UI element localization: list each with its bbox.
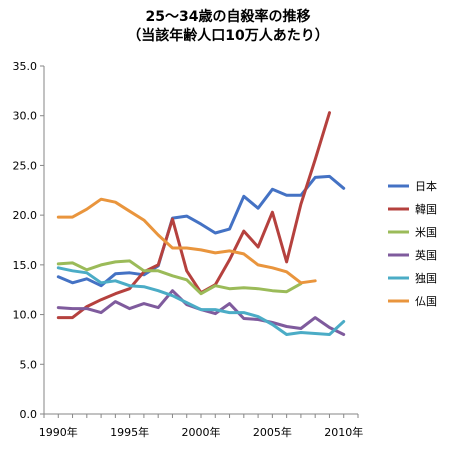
series-line-6 bbox=[56, 197, 317, 285]
x-tick-label: 2010年 bbox=[324, 425, 363, 439]
legend-label-6: 仏国 bbox=[415, 295, 437, 308]
y-tick-label: 25.0 bbox=[13, 159, 38, 172]
y-tick-label: 10.0 bbox=[13, 309, 38, 322]
series-line-1 bbox=[56, 174, 346, 288]
legend-label-4: 英国 bbox=[415, 248, 437, 262]
x-tick-label: 1995年 bbox=[110, 425, 149, 439]
y-tick-label: 35.0 bbox=[13, 60, 38, 73]
legend-label-2: 韓国 bbox=[415, 203, 437, 216]
y-tick-label: 0.0 bbox=[20, 408, 38, 421]
chart-subtitle: （当該年齢人口10万人あたり） bbox=[127, 27, 328, 44]
y-tick-label: 15.0 bbox=[13, 259, 38, 272]
y-tick-label: 30.0 bbox=[13, 110, 38, 123]
legend-label-3: 米国 bbox=[415, 226, 437, 239]
axes: 0.0 5.0 10.0 15.0 20.0 25.0 30.0 35.0 1990年 1995年… bbox=[13, 60, 364, 439]
series-line-3 bbox=[56, 259, 303, 296]
x-tick-label: 1990年 bbox=[39, 425, 78, 439]
x-tick-label: 2000年 bbox=[182, 425, 221, 439]
series-lines bbox=[56, 111, 346, 336]
series-line-5 bbox=[56, 266, 346, 336]
y-tick-label: 5.0 bbox=[20, 358, 38, 371]
chart-title: 25～34歳の自殺率の推移 bbox=[146, 8, 311, 25]
series-line-4 bbox=[56, 289, 346, 336]
y-tick-label: 20.0 bbox=[13, 209, 38, 222]
legend-label-5: 独国 bbox=[415, 272, 437, 285]
series-line-2 bbox=[56, 111, 331, 320]
x-tick-label: 2005年 bbox=[253, 425, 292, 439]
legend-label-1: 日本 bbox=[415, 179, 437, 193]
